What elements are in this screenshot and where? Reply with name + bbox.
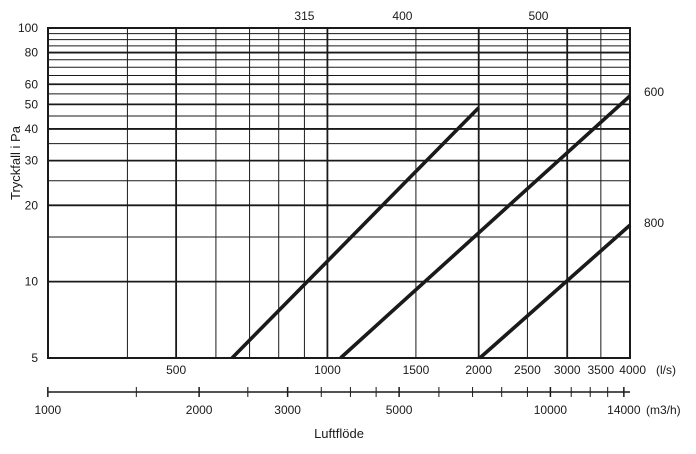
x-tick-label-m3h: 5000 <box>386 403 413 417</box>
x-tick-label-ls: 2500 <box>514 363 541 377</box>
x-axis-label: Luftflöde <box>314 426 364 441</box>
y-tick-label: 60 <box>25 77 39 91</box>
x-tick-label-ls: 3000 <box>554 363 581 377</box>
x-tick-label-ls: 1000 <box>314 363 341 377</box>
x-tick-label-m3h: 14000 <box>607 403 641 417</box>
duct-size-label: 315 <box>294 9 314 23</box>
series-line-315 <box>230 106 480 360</box>
series-line-500 <box>478 223 632 360</box>
x-tick-label-ls: 1500 <box>403 363 430 377</box>
x-unit-m3h: (m3/h) <box>646 403 681 417</box>
x-tick-label-m3h: 3000 <box>274 403 301 417</box>
y-tick-label: 10 <box>25 275 39 289</box>
x-tick-label-ls: 500 <box>166 363 186 377</box>
y-tick-label: 40 <box>25 122 39 136</box>
duct-size-label: 600 <box>644 85 664 99</box>
y-tick-label: 50 <box>25 97 39 111</box>
y-tick-label: 30 <box>25 154 39 168</box>
y-tick-label: 100 <box>18 21 38 35</box>
duct-size-label: 800 <box>644 216 664 230</box>
x-tick-label-m3h: 2000 <box>186 403 213 417</box>
y-tick-label: 5 <box>31 351 38 365</box>
plot-frame <box>47 27 631 359</box>
x-tick-label-ls: 3500 <box>588 363 615 377</box>
x-tick-label-m3h: 1000 <box>34 403 61 417</box>
y-tick-label: 80 <box>25 46 39 60</box>
x-tick-label-ls: 4000 <box>619 363 646 377</box>
duct-size-label: 400 <box>392 9 412 23</box>
x-tick-label-ls: 2000 <box>465 363 492 377</box>
x-unit-ls: (l/s) <box>656 363 676 377</box>
x-tick-label-m3h: 10000 <box>534 403 568 417</box>
y-tick-label: 20 <box>25 198 39 212</box>
duct-size-label: 500 <box>528 9 548 23</box>
series-line-400 <box>339 94 632 360</box>
